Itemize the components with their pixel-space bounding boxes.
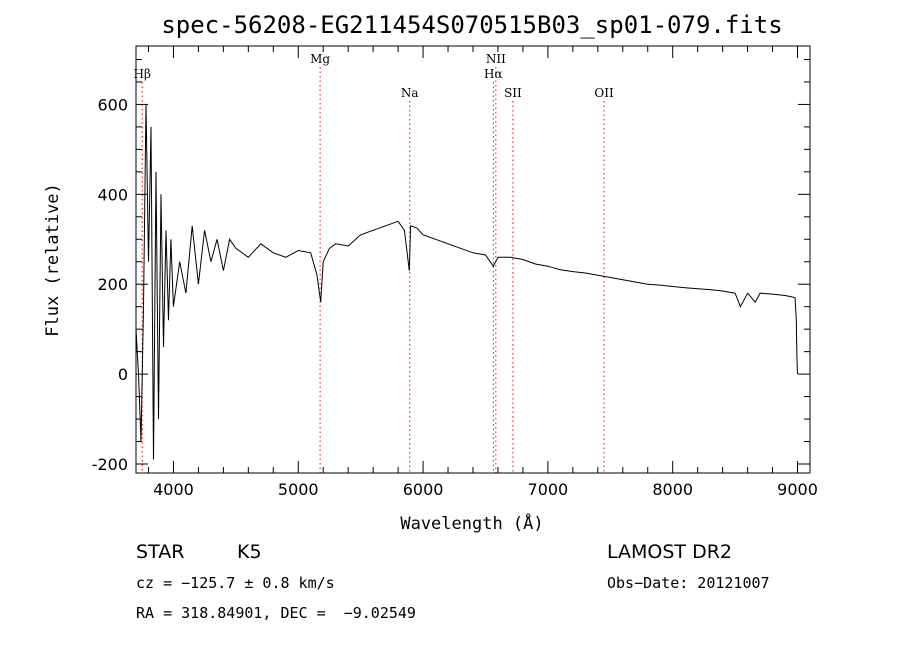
- x-tick-label: 5000: [278, 480, 319, 499]
- y-tick-label: 600: [97, 95, 128, 114]
- x-tick-label: 4000: [153, 480, 194, 499]
- coordinates-info: RA = 318.84901, DEC = −9.02549: [136, 604, 416, 622]
- y-tick-label: 400: [97, 185, 128, 204]
- y-axis-label: Flux (relative): [43, 183, 63, 337]
- y-tick-label: 0: [118, 365, 128, 384]
- x-tick-label: 7000: [528, 480, 569, 499]
- redshift-info: cz = −125.7 ± 0.8 km/s: [136, 574, 335, 592]
- marker-label-h: Hα: [484, 67, 503, 81]
- marker-label-mg: Mg: [310, 52, 330, 66]
- marker-label-sii: SII: [504, 86, 522, 100]
- marker-label-nii: NII: [486, 52, 506, 66]
- y-tick-label: 200: [97, 275, 128, 294]
- marker-label-h: Hβ: [134, 67, 151, 81]
- x-tick-label: 9000: [777, 480, 818, 499]
- object-class: STAR: [136, 541, 185, 563]
- x-axis-label: Wavelength (Å): [400, 512, 543, 534]
- x-tick-label: 8000: [652, 480, 693, 499]
- spectrum-line: [135, 104, 798, 460]
- y-tick-label: -200: [92, 455, 128, 474]
- marker-label-oii: OII: [594, 86, 614, 100]
- observation-date: Obs−Date: 20121007: [607, 574, 770, 592]
- object-subclass: K5: [237, 541, 262, 563]
- survey-name: LAMOST DR2: [607, 541, 732, 563]
- chart-title: spec-56208-EG211454S070515B03_sp01-079.f…: [161, 11, 782, 39]
- x-tick-label: 6000: [403, 480, 444, 499]
- axis-ticks: 4000 5000 6000 7000 8000 9000 -200 0 200 400 600: [92, 46, 818, 499]
- plot-frame: [135, 45, 811, 474]
- marker-label-na: Na: [401, 86, 419, 100]
